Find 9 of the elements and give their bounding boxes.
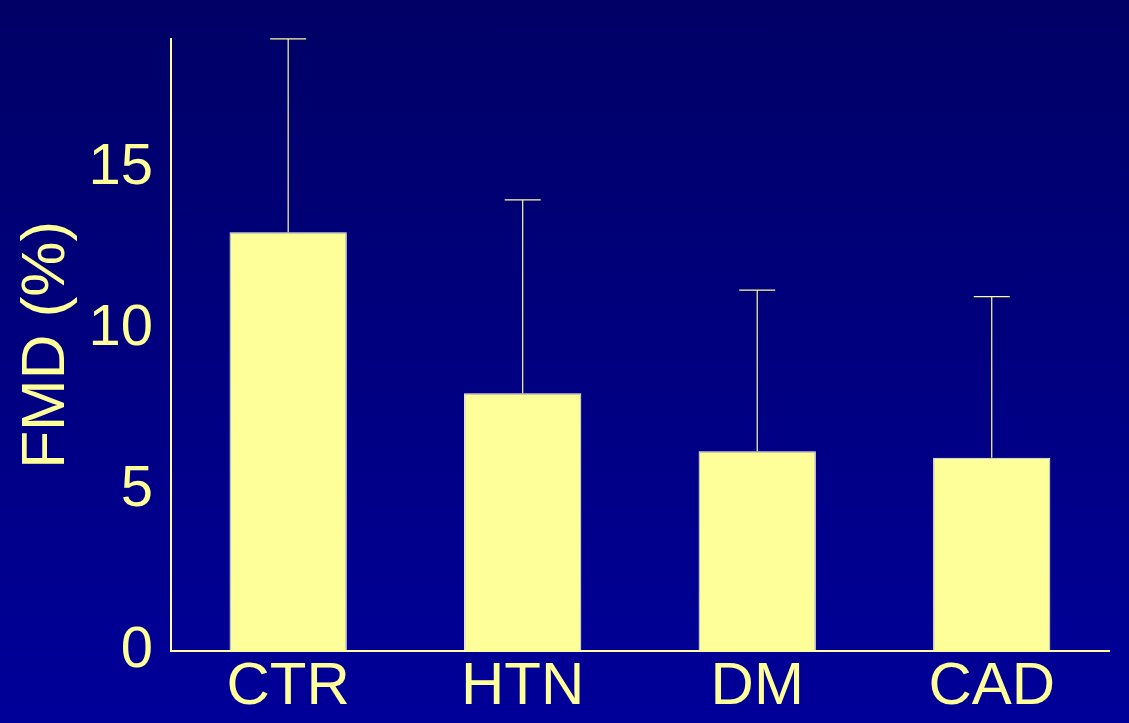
x-tick-label: DM [710,649,804,717]
y-axis-title: FMD (%) [8,220,78,469]
y-tick-label: 0 [120,614,153,679]
y-tick-label: 15 [88,130,153,196]
y-tick-label: 10 [88,291,153,357]
x-tick-label: CAD [928,649,1056,717]
y-tick-label: 5 [120,452,153,518]
x-tick-label: CTR [226,649,350,717]
x-tick-label: HTN [461,649,585,717]
